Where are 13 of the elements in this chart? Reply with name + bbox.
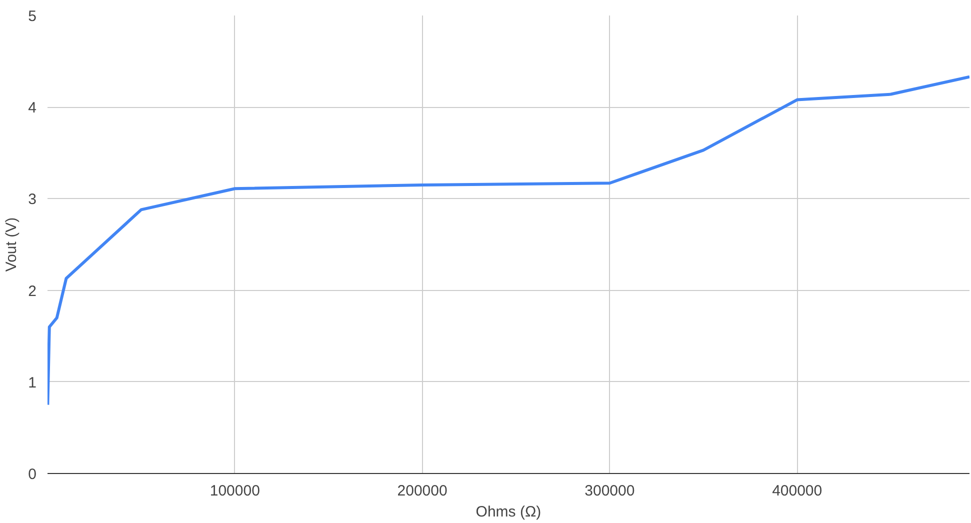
y-tick-label: 3 [28, 191, 36, 208]
line-series [48, 75, 970, 406]
y-tick-label: 0 [28, 466, 36, 483]
x-tick-label: 400000 [772, 482, 822, 500]
y-tick-label: 1 [28, 374, 36, 392]
x-tick-label: 300000 [584, 482, 635, 500]
y-tick-label: 5 [28, 8, 36, 25]
y-axis-title: Vout (V) [3, 217, 20, 272]
x-tick-label: 200000 [397, 482, 448, 500]
y-tick-label: 4 [28, 100, 36, 117]
y-tick-label: 2 [28, 282, 36, 300]
x-tick-label: 100000 [210, 482, 260, 500]
x-axis-title: Ohms (Ω) [476, 504, 542, 520]
